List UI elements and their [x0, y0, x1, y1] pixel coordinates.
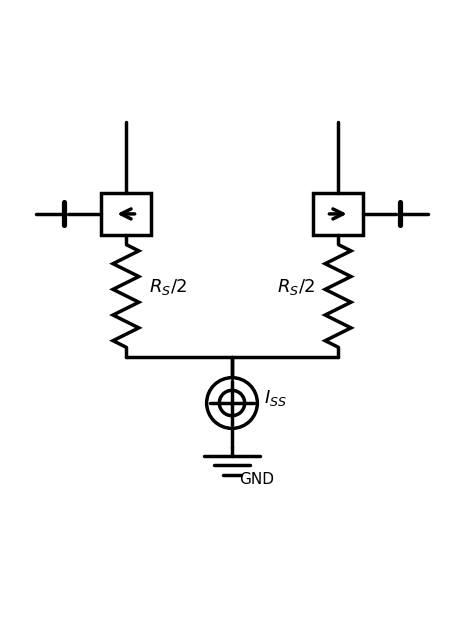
Text: $I_{SS}$: $I_{SS}$ — [264, 388, 287, 408]
Text: GND: GND — [238, 472, 273, 486]
Text: $R_S/2$: $R_S/2$ — [149, 276, 187, 296]
Text: $R_S/2$: $R_S/2$ — [276, 276, 314, 296]
